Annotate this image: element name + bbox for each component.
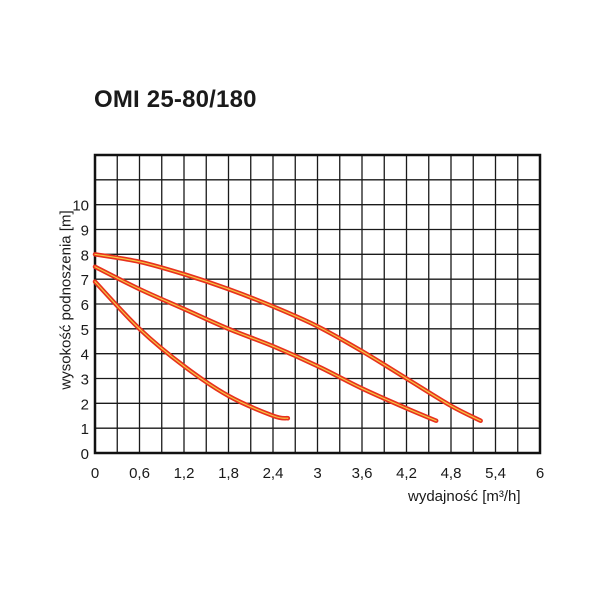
y-tick-label: 5 [81, 322, 89, 339]
y-tick-label: 2 [81, 396, 89, 413]
x-tick-label: 3,6 [352, 465, 373, 482]
x-tick-label: 0,6 [129, 465, 150, 482]
plot-frame [93, 153, 542, 455]
x-tick-label: 4,2 [396, 465, 417, 482]
y-tick-label: 3 [81, 372, 89, 389]
y-tick-label: 7 [81, 272, 89, 289]
x-tick-label: 3 [313, 465, 321, 482]
y-tick-label: 9 [81, 223, 89, 240]
performance-curve-2-core [94, 266, 437, 422]
y-tick-label: 4 [81, 347, 89, 364]
x-tick-label: 6 [536, 465, 544, 482]
y-tick-label: 1 [81, 421, 89, 438]
x-tick-label: 4,8 [441, 465, 462, 482]
performance-curve-1-core [94, 281, 289, 419]
x-tick-label: 2,4 [263, 465, 284, 482]
x-tick-label: 1,2 [174, 465, 195, 482]
y-tick-label: 0 [81, 446, 89, 463]
chart-title: OMI 25-80/180 [94, 86, 257, 113]
x-tick-label: 1,8 [218, 465, 239, 482]
x-axis-title: wydajność [m³/h] [408, 488, 521, 505]
x-tick-label: 5,4 [485, 465, 506, 482]
x-tick-label: 0 [91, 465, 99, 482]
y-tick-label: 10 [72, 198, 89, 215]
y-tick-label: 8 [81, 247, 89, 264]
y-tick-label: 6 [81, 297, 89, 314]
performance-curve-3-core [94, 253, 482, 422]
